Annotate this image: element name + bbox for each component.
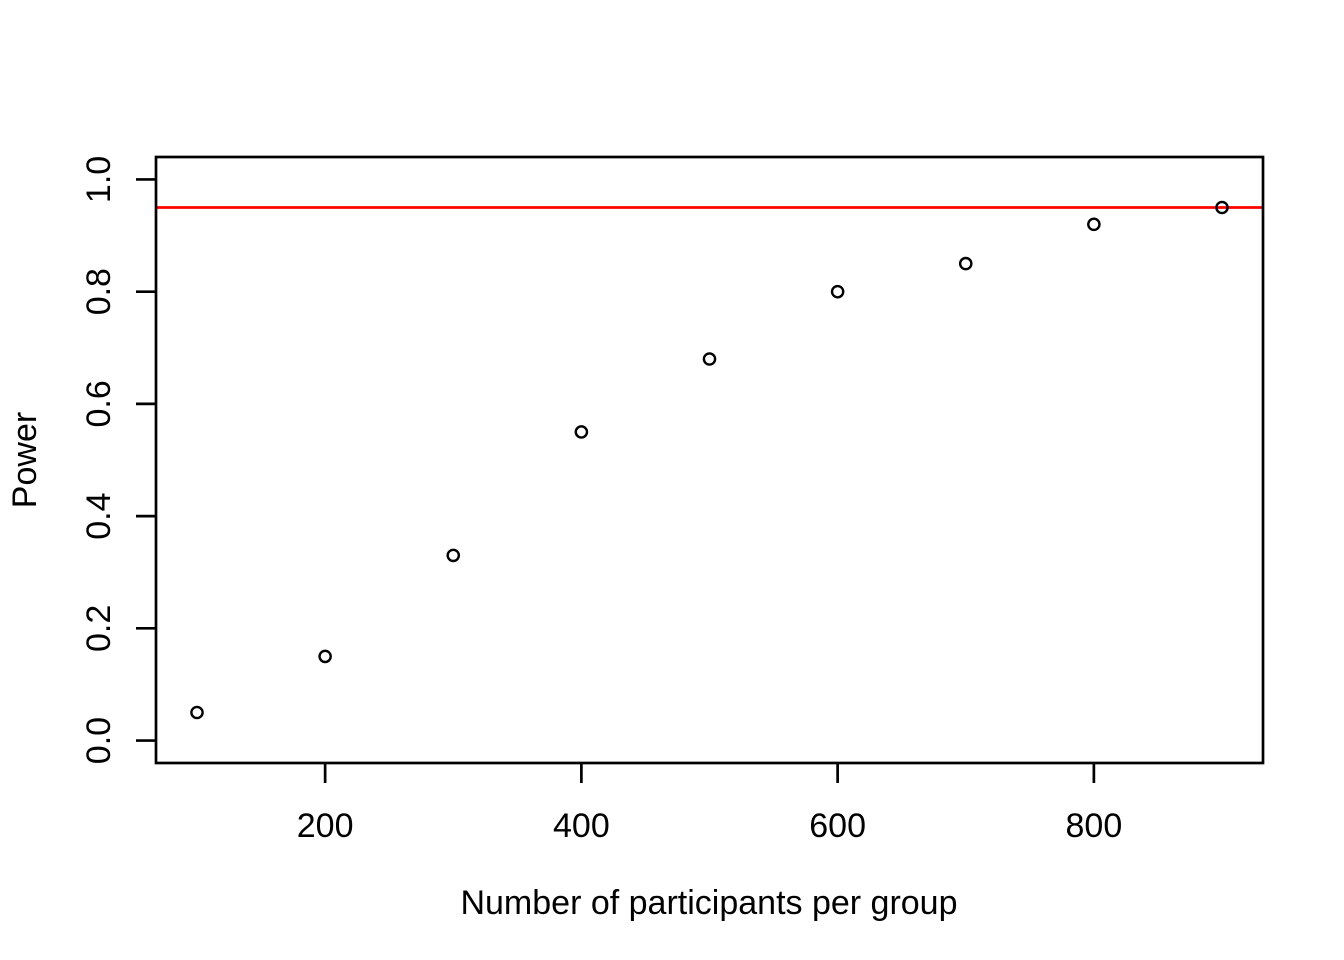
data-point (958, 256, 973, 271)
y-tick-label: 0.4 (80, 492, 118, 539)
x-axis: 200 400 600 800 (297, 763, 1122, 845)
plot-box-group (154, 155, 1265, 765)
y-tick-label: 0.6 (80, 380, 118, 427)
data-point (702, 352, 717, 366)
x-tick-label: 200 (297, 807, 354, 845)
y-axis-title: Power (6, 412, 44, 508)
y-tick-label: 0.2 (80, 605, 118, 652)
data-point (830, 284, 845, 299)
data-point (574, 425, 589, 439)
x-tick-label: 600 (809, 807, 866, 845)
plot-panel (156, 157, 1263, 763)
x-axis-title: Number of participants per group (460, 884, 957, 922)
data-point (318, 649, 332, 664)
y-tick-label: 1.0 (80, 156, 118, 203)
data-points-group (190, 200, 1229, 720)
plot-box-border (154, 155, 1265, 765)
data-point (446, 548, 461, 563)
y-tick-label: 0.8 (80, 268, 118, 315)
y-tick-label: 0.0 (80, 717, 118, 764)
x-tick-label: 400 (553, 807, 610, 845)
data-point (1215, 200, 1229, 215)
data-point (1087, 217, 1101, 232)
y-axis: 0.0 0.2 0.4 0.6 0.8 1.0 (80, 156, 156, 764)
data-point (190, 705, 204, 720)
x-tick-label: 800 (1066, 807, 1123, 845)
